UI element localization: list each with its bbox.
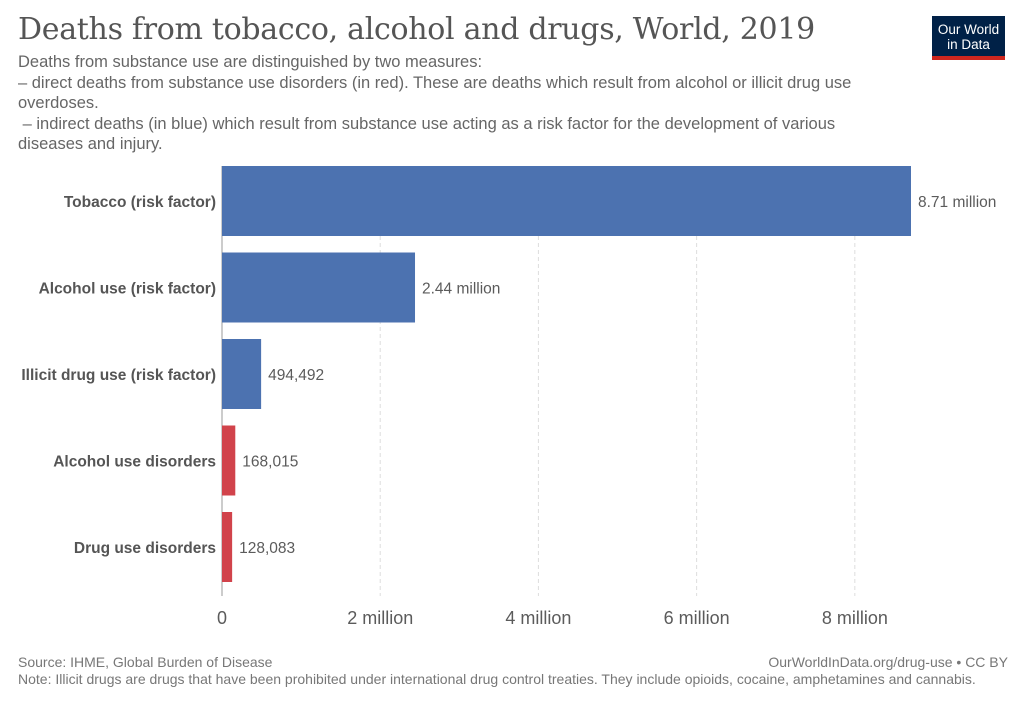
bar[interactable] — [222, 166, 911, 236]
value-label: 2.44 million — [422, 281, 500, 298]
owid-logo[interactable]: Our World in Data — [932, 16, 1005, 60]
bar[interactable] — [222, 425, 236, 496]
subtitle-line: – direct deaths from substance use disor… — [18, 73, 852, 92]
bar[interactable] — [222, 339, 262, 409]
value-label: 494,492 — [268, 367, 324, 384]
x-tick-label: 0 — [217, 608, 227, 628]
category-label: Tobacco (risk factor) — [64, 194, 216, 211]
chart-subtitle: Deaths from substance use are distinguis… — [18, 52, 918, 155]
footnote: Note: Illicit drugs are drugs that have … — [18, 671, 976, 687]
chart-footer: Source: IHME, Global Burden of Disease O… — [18, 654, 1008, 687]
x-tick-label: 8 million — [822, 608, 888, 628]
value-label: 8.71 million — [918, 194, 996, 211]
category-label: Illicit drug use (risk factor) — [21, 367, 216, 384]
labels: 0 2 million 4 million 6 million 8 million Tob… — [21, 194, 996, 628]
source-text: Source: IHME, Global Burden of Disease — [18, 654, 273, 670]
value-label: 168,015 — [242, 454, 298, 471]
value-label: 128,083 — [239, 540, 295, 557]
bar[interactable] — [222, 252, 416, 323]
logo-line: Our World — [937, 22, 1000, 37]
subtitle-line: overdoses. — [18, 94, 99, 112]
x-tick-label: 2 million — [347, 608, 413, 628]
x-tick-label: 4 million — [505, 608, 571, 628]
subtitle-line: – indirect deaths (in blue) which result… — [18, 114, 836, 133]
source-url-link[interactable]: OurWorldInData.org/drug-use • CC BY — [768, 654, 1008, 670]
x-tick-label: 6 million — [664, 608, 730, 628]
chart-title: Deaths from tobacco, alcohol and drugs, … — [18, 12, 815, 47]
subtitle-line: Deaths from substance use are distinguis… — [18, 53, 483, 71]
category-label: Drug use disorders — [74, 540, 216, 557]
bar[interactable] — [222, 512, 233, 582]
subtitle-line: diseases and injury. — [18, 135, 163, 153]
logo-line: in Data — [947, 37, 990, 52]
category-label: Alcohol use (risk factor) — [39, 281, 216, 298]
category-label: Alcohol use disorders — [53, 454, 216, 471]
bars — [222, 166, 911, 582]
